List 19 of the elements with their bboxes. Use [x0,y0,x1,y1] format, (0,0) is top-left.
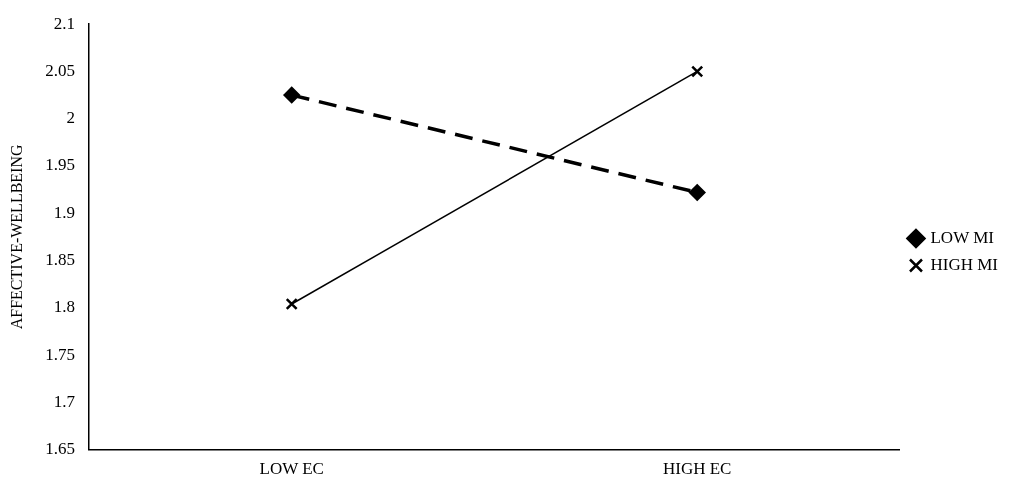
x-tick-label: LOW EC [259,459,324,479]
y-tick-label: 1.75 [45,344,75,364]
y-tick-label: 2.1 [53,13,75,33]
point [688,184,706,201]
x-tick-label: HIGH EC [662,459,732,479]
y-tick-label: 2.05 [45,60,75,80]
y-tick-label: 1.7 [53,391,76,411]
y-axis-title: AFFECTIVE-WELLBEING [7,144,25,330]
legend-label: LOW MI [930,227,995,247]
y-tick-label: 1.95 [45,155,75,175]
y-tick-label: 1.9 [53,202,75,222]
legend-label: HIGH MI [930,254,999,274]
point [283,86,300,104]
y-tick-label: 1.85 [45,250,75,269]
y-tick-label: 1.65 [45,439,75,459]
y-tick-label: 2 [66,108,75,128]
point [285,297,298,311]
y-tick-label: 1.8 [53,297,75,317]
point [691,65,704,78]
